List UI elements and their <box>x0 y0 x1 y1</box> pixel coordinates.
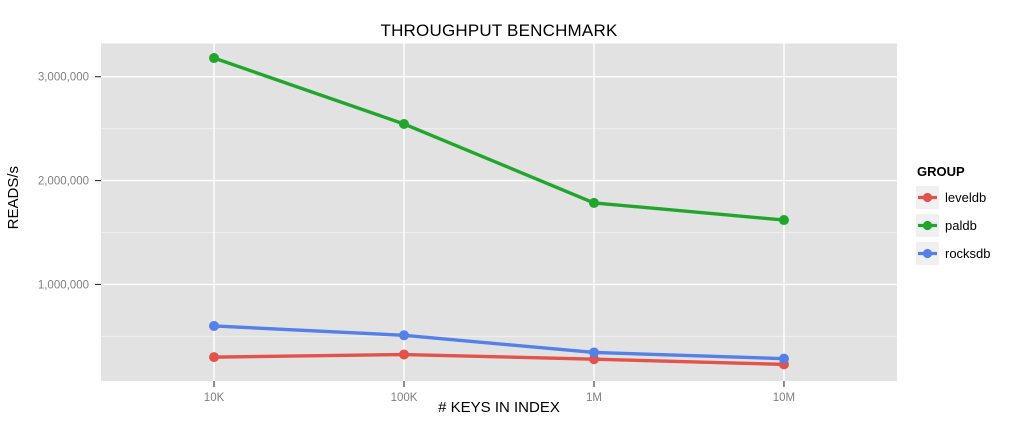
legend-label-leveldb: leveldb <box>945 190 987 205</box>
point-rocksdb-1M <box>588 347 599 358</box>
point-rocksdb-10M <box>778 353 789 364</box>
y-tick-label: 1,000,000 <box>38 279 89 291</box>
x-tick-label: 1M <box>586 392 602 404</box>
point-paldb-10K <box>209 53 220 64</box>
legend-label-paldb: paldb <box>945 218 977 233</box>
y-tick-label: 2,000,000 <box>38 176 89 188</box>
point-leveldb-10K <box>209 352 220 363</box>
legend-key-rocksdb <box>916 242 939 265</box>
point-rocksdb-100K <box>399 330 410 341</box>
x-axis-title: # KEYS IN INDEX <box>438 399 560 416</box>
legend-key-leveldb <box>916 186 939 209</box>
x-tick-label: 100K <box>391 392 418 404</box>
legend-item-leveldb: leveldb <box>916 186 1028 209</box>
plot-background <box>101 43 897 381</box>
point-rocksdb-10K <box>209 320 220 331</box>
x-tick-label: 10K <box>204 392 225 404</box>
point-paldb-1M <box>588 197 599 208</box>
legend-item-paldb: paldb <box>916 214 1028 237</box>
legend-title: GROUP <box>917 164 965 179</box>
y-axis-title: READS/s <box>5 166 22 230</box>
series-line-paldb <box>212 56 786 222</box>
point-paldb-100K <box>399 118 410 129</box>
legend: GROUP leveldb paldb rocksdb <box>916 164 1028 270</box>
series-line-rocksdb <box>212 324 786 361</box>
x-tick-label: 10M <box>773 392 795 404</box>
legend-label-rocksdb: rocksdb <box>945 246 991 261</box>
point-paldb-10M <box>778 215 789 226</box>
legend-item-rocksdb: rocksdb <box>916 242 1028 265</box>
series-line-leveldb <box>212 352 786 367</box>
chart-title: THROUGHPUT BENCHMARK <box>380 21 618 40</box>
point-leveldb-100K <box>399 349 410 360</box>
legend-key-paldb <box>916 214 939 237</box>
y-tick-label: 3,000,000 <box>38 72 89 84</box>
